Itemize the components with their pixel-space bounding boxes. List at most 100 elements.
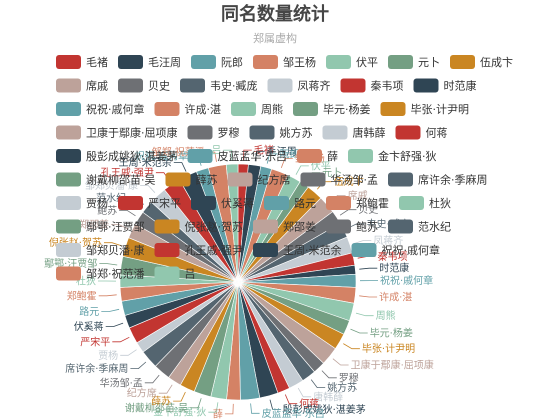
legend-swatch [231, 102, 256, 116]
label-leader-line [310, 379, 326, 389]
legend-item[interactable]: 卫康于鄢康·屈项康 [56, 125, 178, 140]
legend-item[interactable]: 殷彭成姚狄·湛姜茅 [56, 149, 178, 163]
label-leader-line [355, 312, 374, 317]
label-leader-line [105, 322, 124, 327]
legend-item[interactable]: 唐韩薛 [322, 125, 386, 140]
slice-label: 席戚 [348, 189, 368, 202]
legend-item[interactable]: 元卜 [388, 55, 440, 69]
pie-slice[interactable] [225, 163, 239, 283]
legend-label: 严宋平 [148, 196, 181, 210]
legend-item[interactable]: 伏奚蒋 [191, 196, 254, 210]
legend-swatch [191, 196, 216, 210]
label-leader-line [343, 343, 360, 350]
legend-label: 卫康于鄢康·屈项康 [86, 126, 178, 140]
legend-item[interactable]: 王周·米范余 [253, 243, 342, 257]
legend-item[interactable]: 贝史 [118, 78, 170, 93]
legend-item[interactable]: 席许余·季麻周 [388, 172, 488, 187]
legend-item[interactable]: 秦韦项 [340, 78, 404, 93]
legend-item[interactable]: 罗穆 [187, 125, 240, 140]
legend-item[interactable]: 邹王杨 [253, 55, 316, 69]
legend-item[interactable]: 金卞舒强·狄 [348, 149, 437, 163]
legend-item[interactable]: 毕张·计尹明 [380, 102, 470, 116]
legend-item[interactable]: 鲍苏 [326, 219, 378, 234]
legend-swatch [154, 102, 180, 116]
label-leader-line [350, 328, 368, 334]
legend-item[interactable]: 杜狄 [399, 196, 451, 210]
legend-item[interactable]: 郑邵姜 [253, 219, 316, 234]
legend-label: 范水纪 [418, 220, 451, 234]
legend-item[interactable]: 伍成卞 [450, 55, 513, 69]
label-leader-line [223, 149, 233, 161]
legend-item[interactable]: 姚方苏 [249, 125, 313, 140]
legend-label: 孔王戚·强尹 [185, 244, 244, 257]
legend-item[interactable]: 伏平 [326, 55, 378, 69]
legend-label: 韦史·臧庞 [210, 79, 258, 93]
legend-item[interactable]: 范水纪 [388, 219, 451, 234]
legend-item[interactable]: 祝祝·戚何章 [351, 243, 441, 257]
legend-label: 祝祝·戚何章 [86, 102, 145, 116]
legend-label: 唐韩薛 [353, 126, 386, 140]
legend-item[interactable]: 倪张赵·贺苏 [154, 219, 244, 234]
legend-item[interactable]: 纪方席 [227, 172, 291, 187]
legend-item[interactable]: 何蒋 [395, 125, 448, 140]
legend-item[interactable]: 毛褚 [56, 55, 108, 69]
slice-labels: 毛褚毛汪周阮郎邹王杨伏平元卜伍成卞席戚贝史韦史·臧庞凤蒋齐秦韦项时范康祝祝·戚何… [44, 144, 434, 420]
slice-label: 祝祝·戚何章 [380, 274, 433, 287]
legend-item[interactable]: 毕元·杨姜 [293, 102, 371, 116]
legend-item[interactable]: 邹郑·祝范潘 [56, 266, 145, 281]
label-leader-line [98, 294, 117, 297]
legend-label: 华汤邹·孟 [331, 173, 379, 187]
slice-label: 伍成卞 [334, 175, 364, 188]
legend-item[interactable]: 鄢鄂·汪贾邹 [56, 219, 145, 234]
slice-label: 王周·米范余 [119, 156, 172, 169]
legend-item[interactable]: 毛汪周 [118, 55, 181, 69]
legend-item[interactable]: 薛 [297, 149, 338, 163]
label-leader-line [284, 394, 298, 405]
legend-item[interactable]: 贾杨 [56, 196, 108, 210]
legend-item[interactable]: 阮郎 [191, 55, 243, 69]
legend-item[interactable]: 席戚 [56, 78, 108, 93]
legend-label: 凤蒋齐 [298, 79, 331, 93]
legend-swatch [56, 219, 81, 234]
slice-label: 秦韦项 [378, 250, 408, 263]
legend-item[interactable]: 路元 [264, 196, 316, 210]
legend-item[interactable]: 邹郑贝潘·康 [56, 243, 145, 257]
legend-swatch [56, 196, 81, 210]
slice-label: 凤蒋齐 [373, 234, 403, 247]
legend-item[interactable]: 吕 [154, 266, 196, 281]
label-leader-line [173, 391, 186, 402]
legend-swatch [154, 266, 180, 281]
legend-item[interactable]: 薛苏 [165, 172, 218, 187]
legend-item[interactable]: 祝祝·戚何章 [56, 102, 145, 116]
slice-label: 谢戴柳邵苗·吴 [125, 401, 188, 414]
label-leader-line [112, 336, 130, 343]
legend-swatch [267, 78, 293, 93]
legend-item[interactable]: 许成·湛 [154, 102, 222, 116]
legend-item[interactable]: 皮蓝孟华·乐吕 [187, 149, 288, 163]
legend-item[interactable]: 华汤邹·孟 [300, 172, 379, 187]
legend-item[interactable]: 时范康 [413, 78, 477, 93]
legend-item[interactable]: 郑鲍霍 [326, 196, 389, 210]
legend-swatch [253, 219, 278, 234]
slice-label: 毕元·杨姜 [370, 327, 413, 340]
legend-swatch [56, 78, 81, 93]
legend-swatch [154, 243, 180, 257]
legend-item[interactable]: 凤蒋齐 [267, 78, 331, 93]
legend-swatch [264, 196, 289, 210]
label-leader-line [295, 165, 309, 175]
legend-item[interactable]: 孔王戚·强尹 [154, 243, 244, 257]
slice-label: 皮蓝孟华·乐吕 [262, 407, 325, 420]
legend-item[interactable]: 周熊 [231, 102, 283, 116]
legend-item[interactable]: 严宋平 [118, 196, 181, 210]
legend-label: 时范康 [444, 79, 477, 93]
legend-label: 元卜 [418, 56, 440, 69]
label-leader-line [266, 153, 278, 164]
legend-item[interactable]: 韦史·臧庞 [180, 78, 258, 93]
legend-label: 毕元·杨姜 [323, 102, 371, 116]
legend-swatch [56, 149, 81, 163]
label-leader-line [339, 209, 357, 216]
legend-item[interactable]: 谢戴柳邵苗·吴 [56, 172, 156, 187]
legend-swatch [380, 102, 406, 116]
